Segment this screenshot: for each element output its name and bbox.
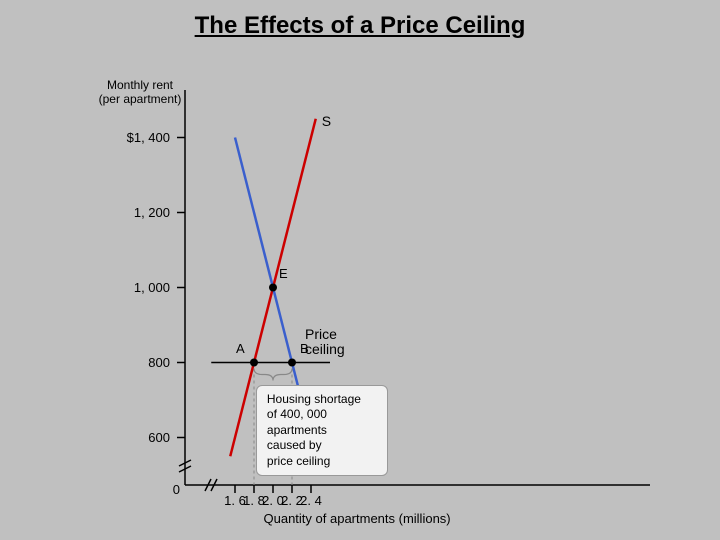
supply-label: S [322, 113, 331, 129]
y-tick-label: 1, 200 [110, 205, 170, 220]
y-tick-label: 800 [110, 355, 170, 370]
y-tick-label: 1, 000 [110, 280, 170, 295]
origin-label: 0 [160, 482, 180, 497]
page-title: The Effects of a Price Ceiling [0, 0, 720, 40]
y-axis-label: Monthly rent(per apartment) [95, 78, 185, 107]
shortage-callout: Housing shortage of 400, 000 apartments … [256, 385, 388, 477]
chart-container: Monthly rent(per apartment) $1, 400 1, 20… [0, 40, 720, 540]
x-axis-label: Quantity of apartments (millions) [264, 511, 451, 526]
price-ceiling-label: Priceceiling [305, 327, 345, 358]
x-tick-label: 2. 4 [291, 493, 331, 508]
point-a-label: A [236, 341, 245, 356]
y-tick-label: $1, 400 [110, 130, 170, 145]
point-e-label: E [279, 266, 288, 281]
y-tick-label: 600 [110, 430, 170, 445]
point-b-label: B [300, 341, 309, 356]
